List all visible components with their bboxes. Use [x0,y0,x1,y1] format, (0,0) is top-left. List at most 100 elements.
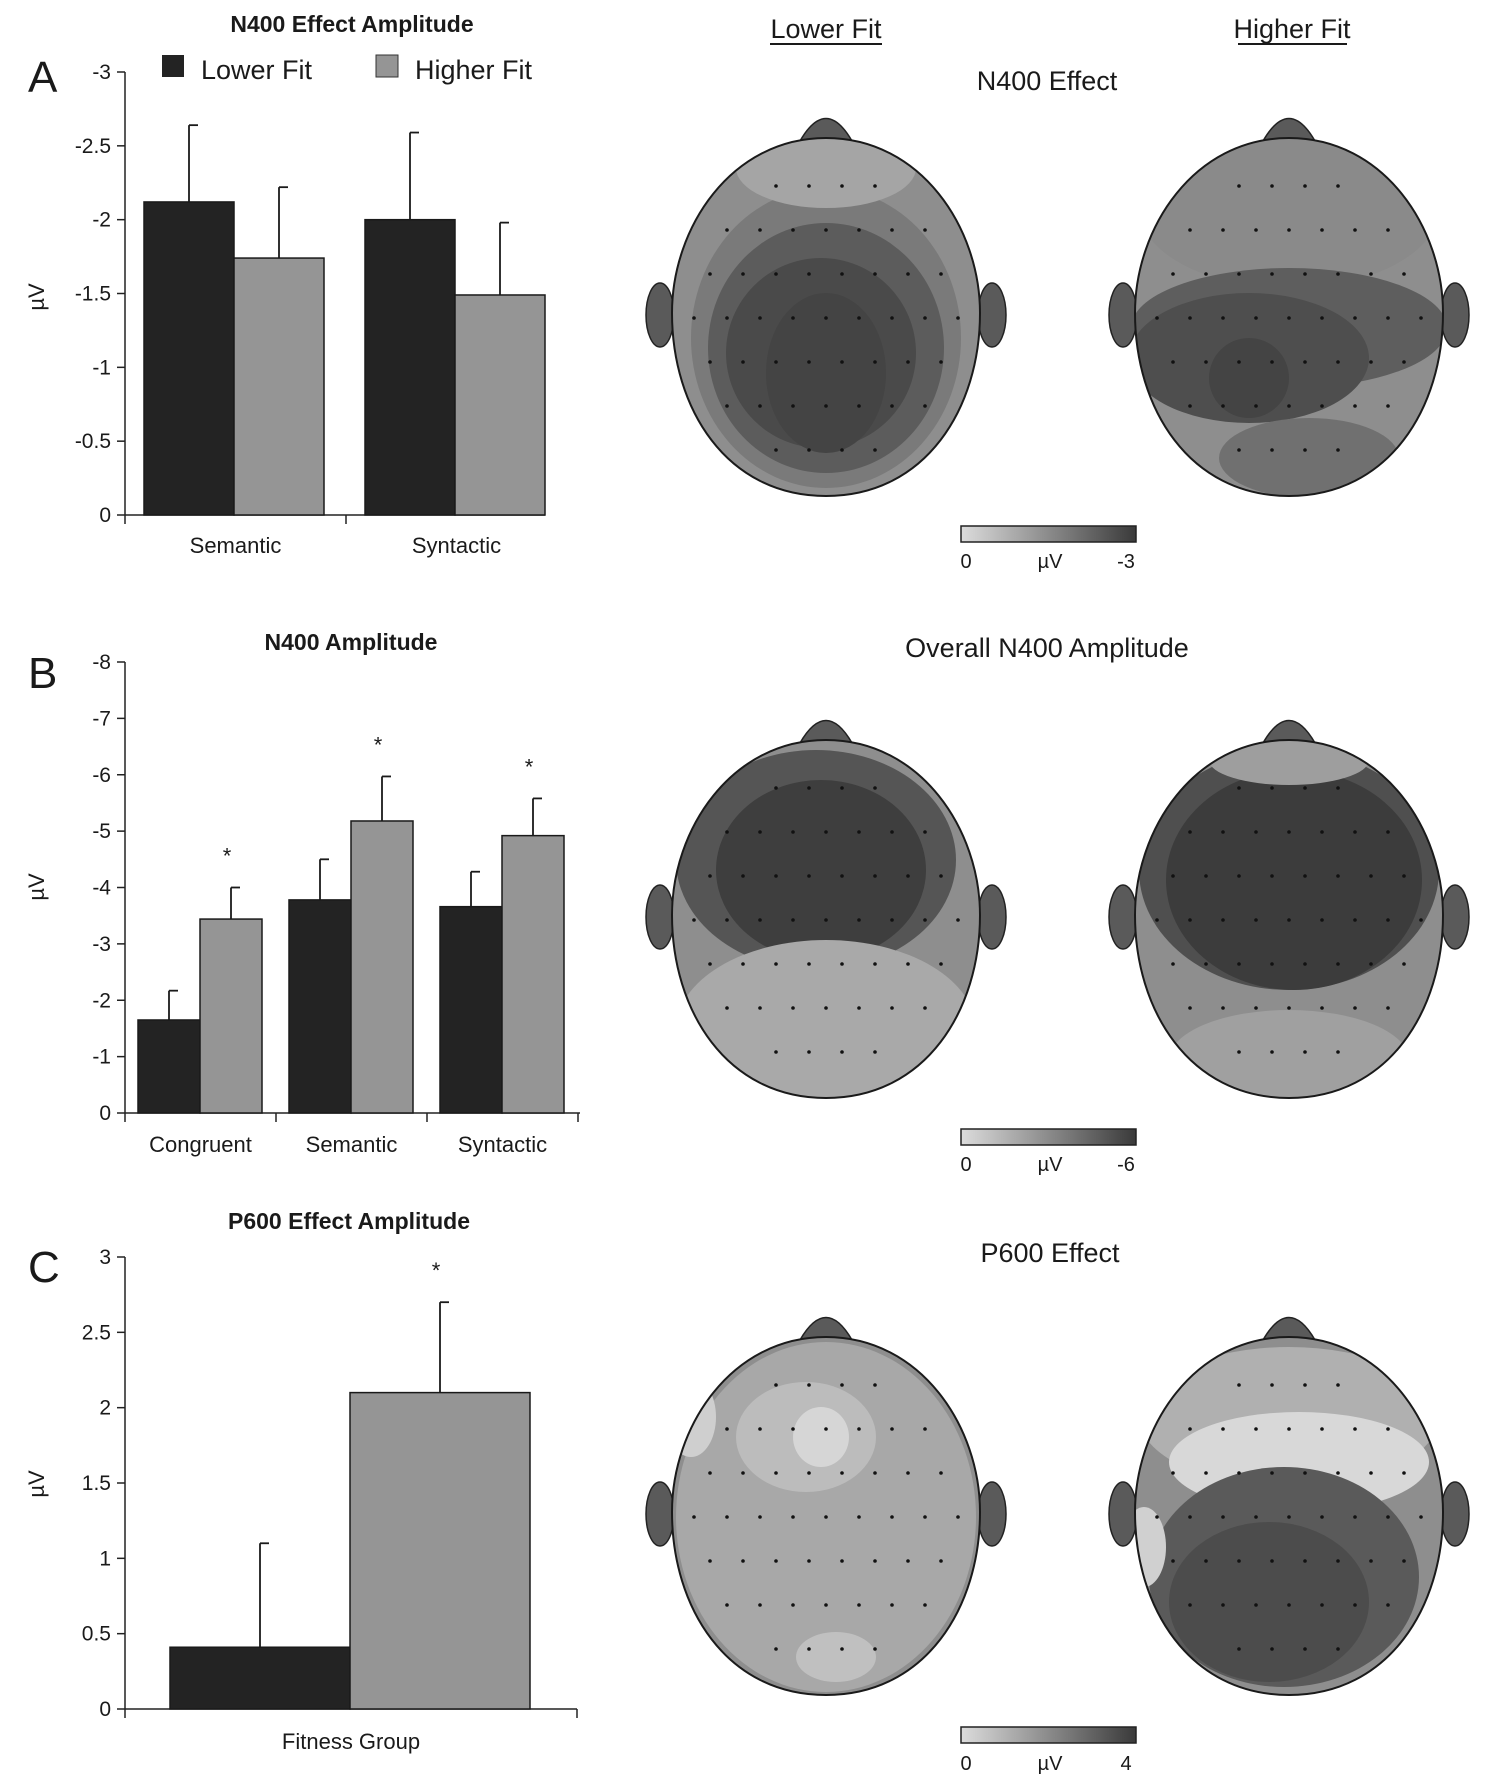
chart-title-c: P600 Effect Amplitude [228,1208,470,1234]
colorbar-b: 0 µV -6 [960,1128,1137,1176]
electrode [1188,1515,1192,1519]
y-tick-label: -3 [92,61,111,84]
electrode [1221,404,1225,408]
colorbar-c: 0 µV 4 [960,1726,1137,1775]
electrode [857,1603,861,1607]
electrode [708,1471,712,1475]
y-tick-label: -1.5 [75,283,111,306]
electrodes [692,1383,960,1651]
electrode [1402,874,1406,878]
panel-label-a: A [28,53,58,102]
colorbar-a-min: 0 [960,551,971,573]
electrode [758,1427,762,1431]
map-title-b: Overall N400 Amplitude [905,633,1189,663]
contour-region [1169,1010,1409,1098]
electrode [807,1559,811,1563]
electrode [873,786,877,790]
electrode [923,1427,927,1431]
electrode [1336,962,1340,966]
electrode [1369,360,1373,364]
electrode [807,184,811,188]
electrode [857,316,861,320]
electrode [1353,316,1357,320]
electrode [1402,1471,1406,1475]
contour-region [1135,1507,1166,1587]
electrode [923,1603,927,1607]
electrode [1188,830,1192,834]
electrode [840,360,844,364]
bar-higher-semantic [350,820,414,1114]
electrode [1419,918,1423,922]
electrode [939,360,943,364]
colorbar-b-min: 0 [960,1154,971,1176]
electrode [692,1515,696,1519]
electrode [906,874,910,878]
electrode [1188,404,1192,408]
electrode [890,228,894,232]
electrode [1419,1515,1423,1519]
y-tick-label: -8 [92,651,111,674]
electrode [807,1471,811,1475]
head-outline [670,738,982,1100]
contour-region [672,1377,716,1457]
electrode [791,918,795,922]
electrode [1402,360,1406,364]
scalp-map-c-lower [645,1316,1007,1697]
electrode [758,404,762,408]
electrode [1155,918,1159,922]
electrode [791,1515,795,1519]
electrode [873,448,877,452]
electrode [1353,1603,1357,1607]
electrode [774,1050,778,1054]
electrode [857,1515,861,1519]
head-outline [1133,136,1445,498]
electrode [1353,228,1357,232]
electrode [857,228,861,232]
electrode [1336,272,1340,276]
electrode [758,228,762,232]
electrode [1386,228,1390,232]
electrode [1171,1471,1175,1475]
y-tick-label: -1 [92,1046,111,1069]
electrode [1336,1559,1340,1563]
electrode [807,1383,811,1387]
electrode [1237,272,1241,276]
bar-chart-a: -3 -2.5 -2 -1.5 -1 -0.5 0 Semantic Syntactic [75,61,546,558]
electrode [692,316,696,320]
electrode [1188,1006,1192,1010]
electrode [725,228,729,232]
electrode [807,448,811,452]
electrode [1221,1427,1225,1431]
electrode [873,1647,877,1651]
electrode [857,1427,861,1431]
electrode [1303,1647,1307,1651]
contour-region [796,1632,876,1682]
electrode [906,272,910,276]
y-tick-label: 2 [99,1397,111,1420]
electrode [1303,962,1307,966]
bar-higher-syntactic [454,294,546,516]
electrodes [1155,786,1423,1054]
electrode [1402,962,1406,966]
electrode [824,830,828,834]
electrode [906,962,910,966]
electrode [1287,1515,1291,1519]
electrode [1386,316,1390,320]
scalp-map-b-higher [1108,719,1470,1100]
scalp-maps [645,117,1470,1697]
electrode [840,1559,844,1563]
significance-marker: * [374,732,383,757]
bar-lower-syntactic [439,905,503,1114]
y-tick-label: 0.5 [82,1623,111,1646]
electrode [1369,874,1373,878]
electrode [1237,1383,1241,1387]
electrode [840,874,844,878]
electrode [1237,184,1241,188]
electrode [1237,360,1241,364]
electrode [1386,1603,1390,1607]
electrode [1254,1515,1258,1519]
colorbar-b-unit: µV [1038,1154,1064,1176]
electrode [758,1515,762,1519]
electrode [1402,272,1406,276]
y-tick-label: -2 [92,989,111,1012]
